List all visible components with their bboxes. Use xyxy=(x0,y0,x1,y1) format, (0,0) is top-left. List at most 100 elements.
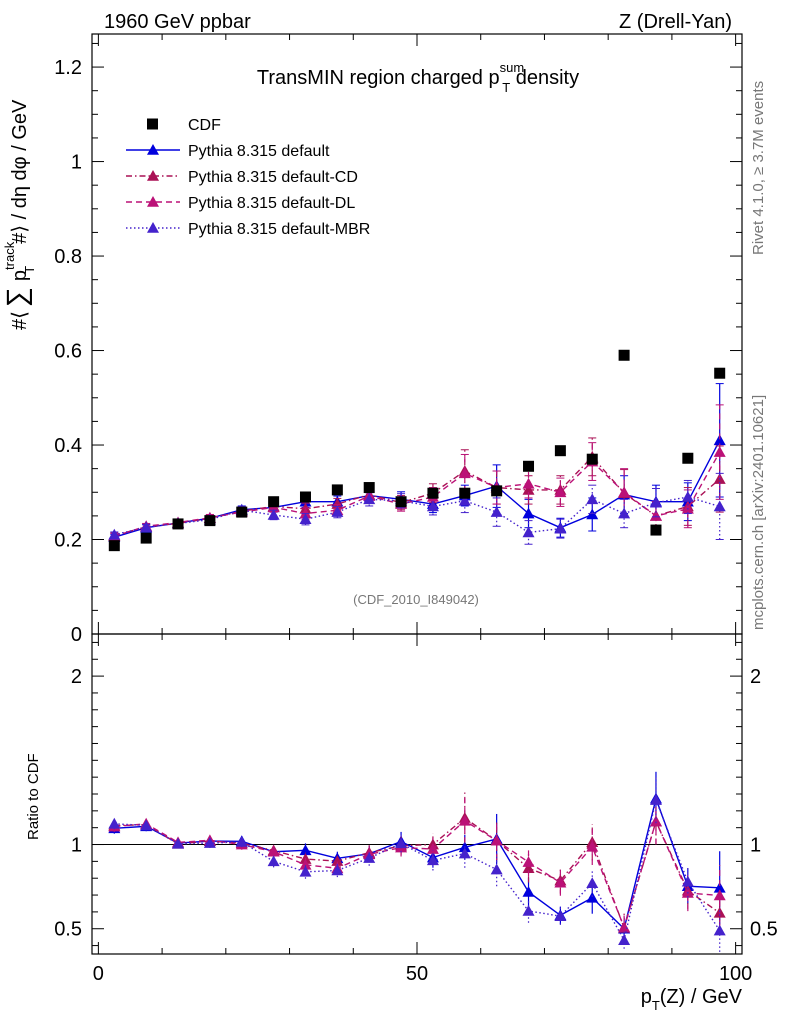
ratio-series-marker xyxy=(108,817,121,829)
series-marker xyxy=(458,494,471,506)
legend-label: Pythia 8.315 default-MBR xyxy=(188,221,370,238)
series-marker xyxy=(713,446,726,457)
ratio-series-marker xyxy=(203,837,216,848)
ratio-series-marker xyxy=(267,845,280,857)
ratio-series-marker xyxy=(267,855,280,867)
header-left: 1960 GeV ppbar xyxy=(104,11,251,33)
data-point xyxy=(618,349,630,361)
data-point xyxy=(491,485,503,497)
ratio-series-marker xyxy=(522,862,535,874)
ratio-series-line xyxy=(114,796,720,931)
ratio-series-marker xyxy=(649,794,662,805)
ratio-series-marker xyxy=(235,835,248,847)
ratio-series-marker xyxy=(140,819,153,831)
ratio-series-line xyxy=(114,817,721,931)
data-point xyxy=(204,515,216,527)
ratio-series-marker xyxy=(331,855,344,866)
data-point xyxy=(268,496,280,508)
data-point xyxy=(554,445,566,457)
ratio-series-marker xyxy=(299,865,312,877)
series-marker xyxy=(649,496,662,508)
ratio-series-marker xyxy=(618,921,631,933)
ratio-series-marker xyxy=(586,840,599,852)
data-point xyxy=(172,518,184,530)
y-tick-label: 0 xyxy=(71,624,82,646)
chart-title: TransMIN region charged psum T density xyxy=(257,60,579,95)
data-point xyxy=(586,453,598,465)
ratio-series-line xyxy=(114,819,720,930)
series-marker xyxy=(426,500,439,512)
y-tick-label: 0.6 xyxy=(54,341,82,363)
ratio-tick-label-right: 1 xyxy=(750,835,761,857)
ratio-series-marker xyxy=(586,877,599,889)
legend: CDF Pythia 8.315 default Pythia 8.315 defa… xyxy=(126,117,370,238)
mcplots-label: mcplots.cern.ch [arXiv:2401.10621] xyxy=(750,395,767,630)
ratio-series-marker xyxy=(490,863,503,875)
data-point xyxy=(363,482,375,494)
data-point xyxy=(650,524,662,536)
series-marker xyxy=(618,486,631,498)
series-marker xyxy=(681,490,694,502)
ratio-series-marker xyxy=(426,854,439,866)
y-tick-label: 0.8 xyxy=(54,246,82,268)
legend-marker xyxy=(147,222,159,233)
ratio-series-marker xyxy=(618,934,631,945)
ylabel-text: #⟨∑ptrack T#⟩ / dη dφ / GeV xyxy=(1,99,37,330)
ratio-plot-frame xyxy=(91,633,743,955)
legend-label: Pythia 8.315 default-CD xyxy=(188,169,358,186)
title-suffix: density xyxy=(510,67,579,89)
series-marker xyxy=(554,486,567,498)
series-marker xyxy=(618,507,631,519)
ratio-tick-label-right: 2 xyxy=(750,666,761,688)
y-axis-label: #⟨∑ptrack T#⟩ / dη dφ / GeV xyxy=(1,99,37,330)
data-point xyxy=(714,367,726,379)
ratio-tick-label-right: 0.5 xyxy=(750,919,778,941)
title-prefix: TransMIN region charged p xyxy=(257,67,500,89)
ratio-series-marker xyxy=(586,891,599,903)
y-tick-label: 1.2 xyxy=(54,57,82,79)
data-point xyxy=(331,484,343,496)
ratio-series-marker xyxy=(490,834,503,846)
ratio-series-marker xyxy=(522,856,535,867)
ratio-series-marker xyxy=(299,844,312,856)
ratio-series-line xyxy=(114,797,721,943)
data-point xyxy=(299,491,311,503)
data-point xyxy=(140,532,152,544)
data-point xyxy=(108,540,120,552)
x-tick-label: 50 xyxy=(406,963,428,985)
title-sub: T xyxy=(502,80,510,95)
series-marker xyxy=(649,509,662,521)
ratio-series-marker xyxy=(681,875,694,887)
x-axis-label: pT(Z) / GeV xyxy=(641,986,743,1013)
series-marker xyxy=(140,521,153,533)
series-marker xyxy=(363,493,376,505)
y-tick-label: 1 xyxy=(71,152,82,174)
series-marker xyxy=(713,434,726,446)
ratio-series-marker xyxy=(458,847,471,859)
data-point xyxy=(427,487,439,499)
data-point xyxy=(459,487,471,499)
series-marker xyxy=(554,522,567,534)
series-marker xyxy=(490,506,503,517)
header-right: Z (Drell-Yan) xyxy=(619,11,732,33)
series-marker xyxy=(299,507,312,519)
series-marker xyxy=(522,526,535,538)
series-marker xyxy=(522,477,535,489)
ratio-series-marker xyxy=(649,815,662,827)
x-tick-label: 0 xyxy=(93,963,104,985)
ratio-y-label: Ratio to CDF xyxy=(25,753,42,840)
series-marker xyxy=(586,493,599,505)
series-marker xyxy=(299,513,312,524)
series-marker xyxy=(458,467,471,479)
series-marker xyxy=(522,483,535,495)
series-marker xyxy=(713,500,726,512)
series-marker xyxy=(267,508,280,520)
ratio-series-marker xyxy=(554,910,567,921)
ratio-tick-label: 1 xyxy=(71,835,82,857)
legend-label: Pythia 8.315 default xyxy=(188,143,330,160)
axis-ticks xyxy=(92,34,742,954)
title-sup: sum xyxy=(500,60,525,75)
ratio-tick-label: 2 xyxy=(71,666,82,688)
series-marker xyxy=(331,506,344,517)
